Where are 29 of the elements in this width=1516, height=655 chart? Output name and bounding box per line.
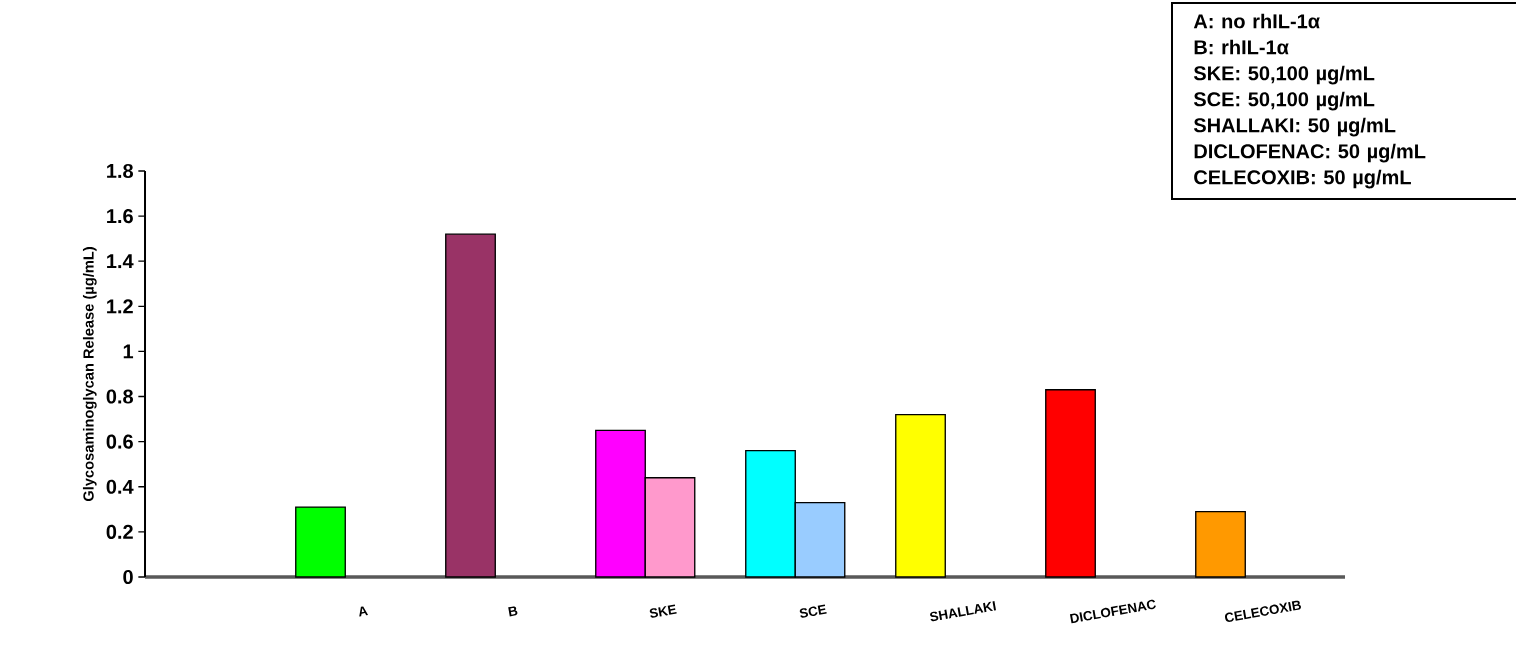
text: B: rhIL-1α (1194, 39, 1289, 55)
y-tick-label: 0.6 (106, 434, 133, 449)
y-tick-label: 0.8 (106, 389, 134, 404)
y-tick-label: 1.8 (107, 163, 134, 179)
bar (1045, 389, 1096, 578)
y-tick-label: 1.4 (107, 254, 134, 269)
y-tick-label: 0.4 (106, 479, 134, 494)
x-tick-label: CELECOXIB (1225, 600, 1301, 622)
annotation: CELECOXIB: 50 µg/mL (1194, 169, 1411, 189)
text: SHALLAKI: 50 µg/mL (1193, 117, 1396, 137)
text: DICLOFENAC: 50 µg/mL (1194, 143, 1426, 163)
y-tick-label: 1 (123, 344, 134, 359)
y-tick-label: 0.2 (106, 524, 133, 539)
x-tick-label: SHALLAKI (930, 601, 996, 622)
text: A: no rhIL-1α (1193, 13, 1320, 29)
y-tick-label: 1.2 (107, 299, 133, 314)
y-axis-title: Glycosaminoglycan Release (µg/mL) (82, 247, 97, 502)
x-tick-label: A (359, 606, 369, 617)
y-tick-label: 0 (123, 569, 133, 585)
x-tick-label: SKE (649, 604, 677, 618)
bar (895, 413, 946, 578)
bar (1195, 510, 1246, 578)
bar (445, 233, 496, 578)
text: SCE: 50,100 µg/mL (1193, 91, 1375, 111)
bar (295, 506, 346, 578)
x-tick-label: SCE (799, 604, 827, 618)
text: SKE: 50,100 µg/mL (1193, 65, 1375, 85)
y-tick-label: 1.6 (107, 209, 133, 224)
x-tick-label: B (508, 606, 518, 617)
